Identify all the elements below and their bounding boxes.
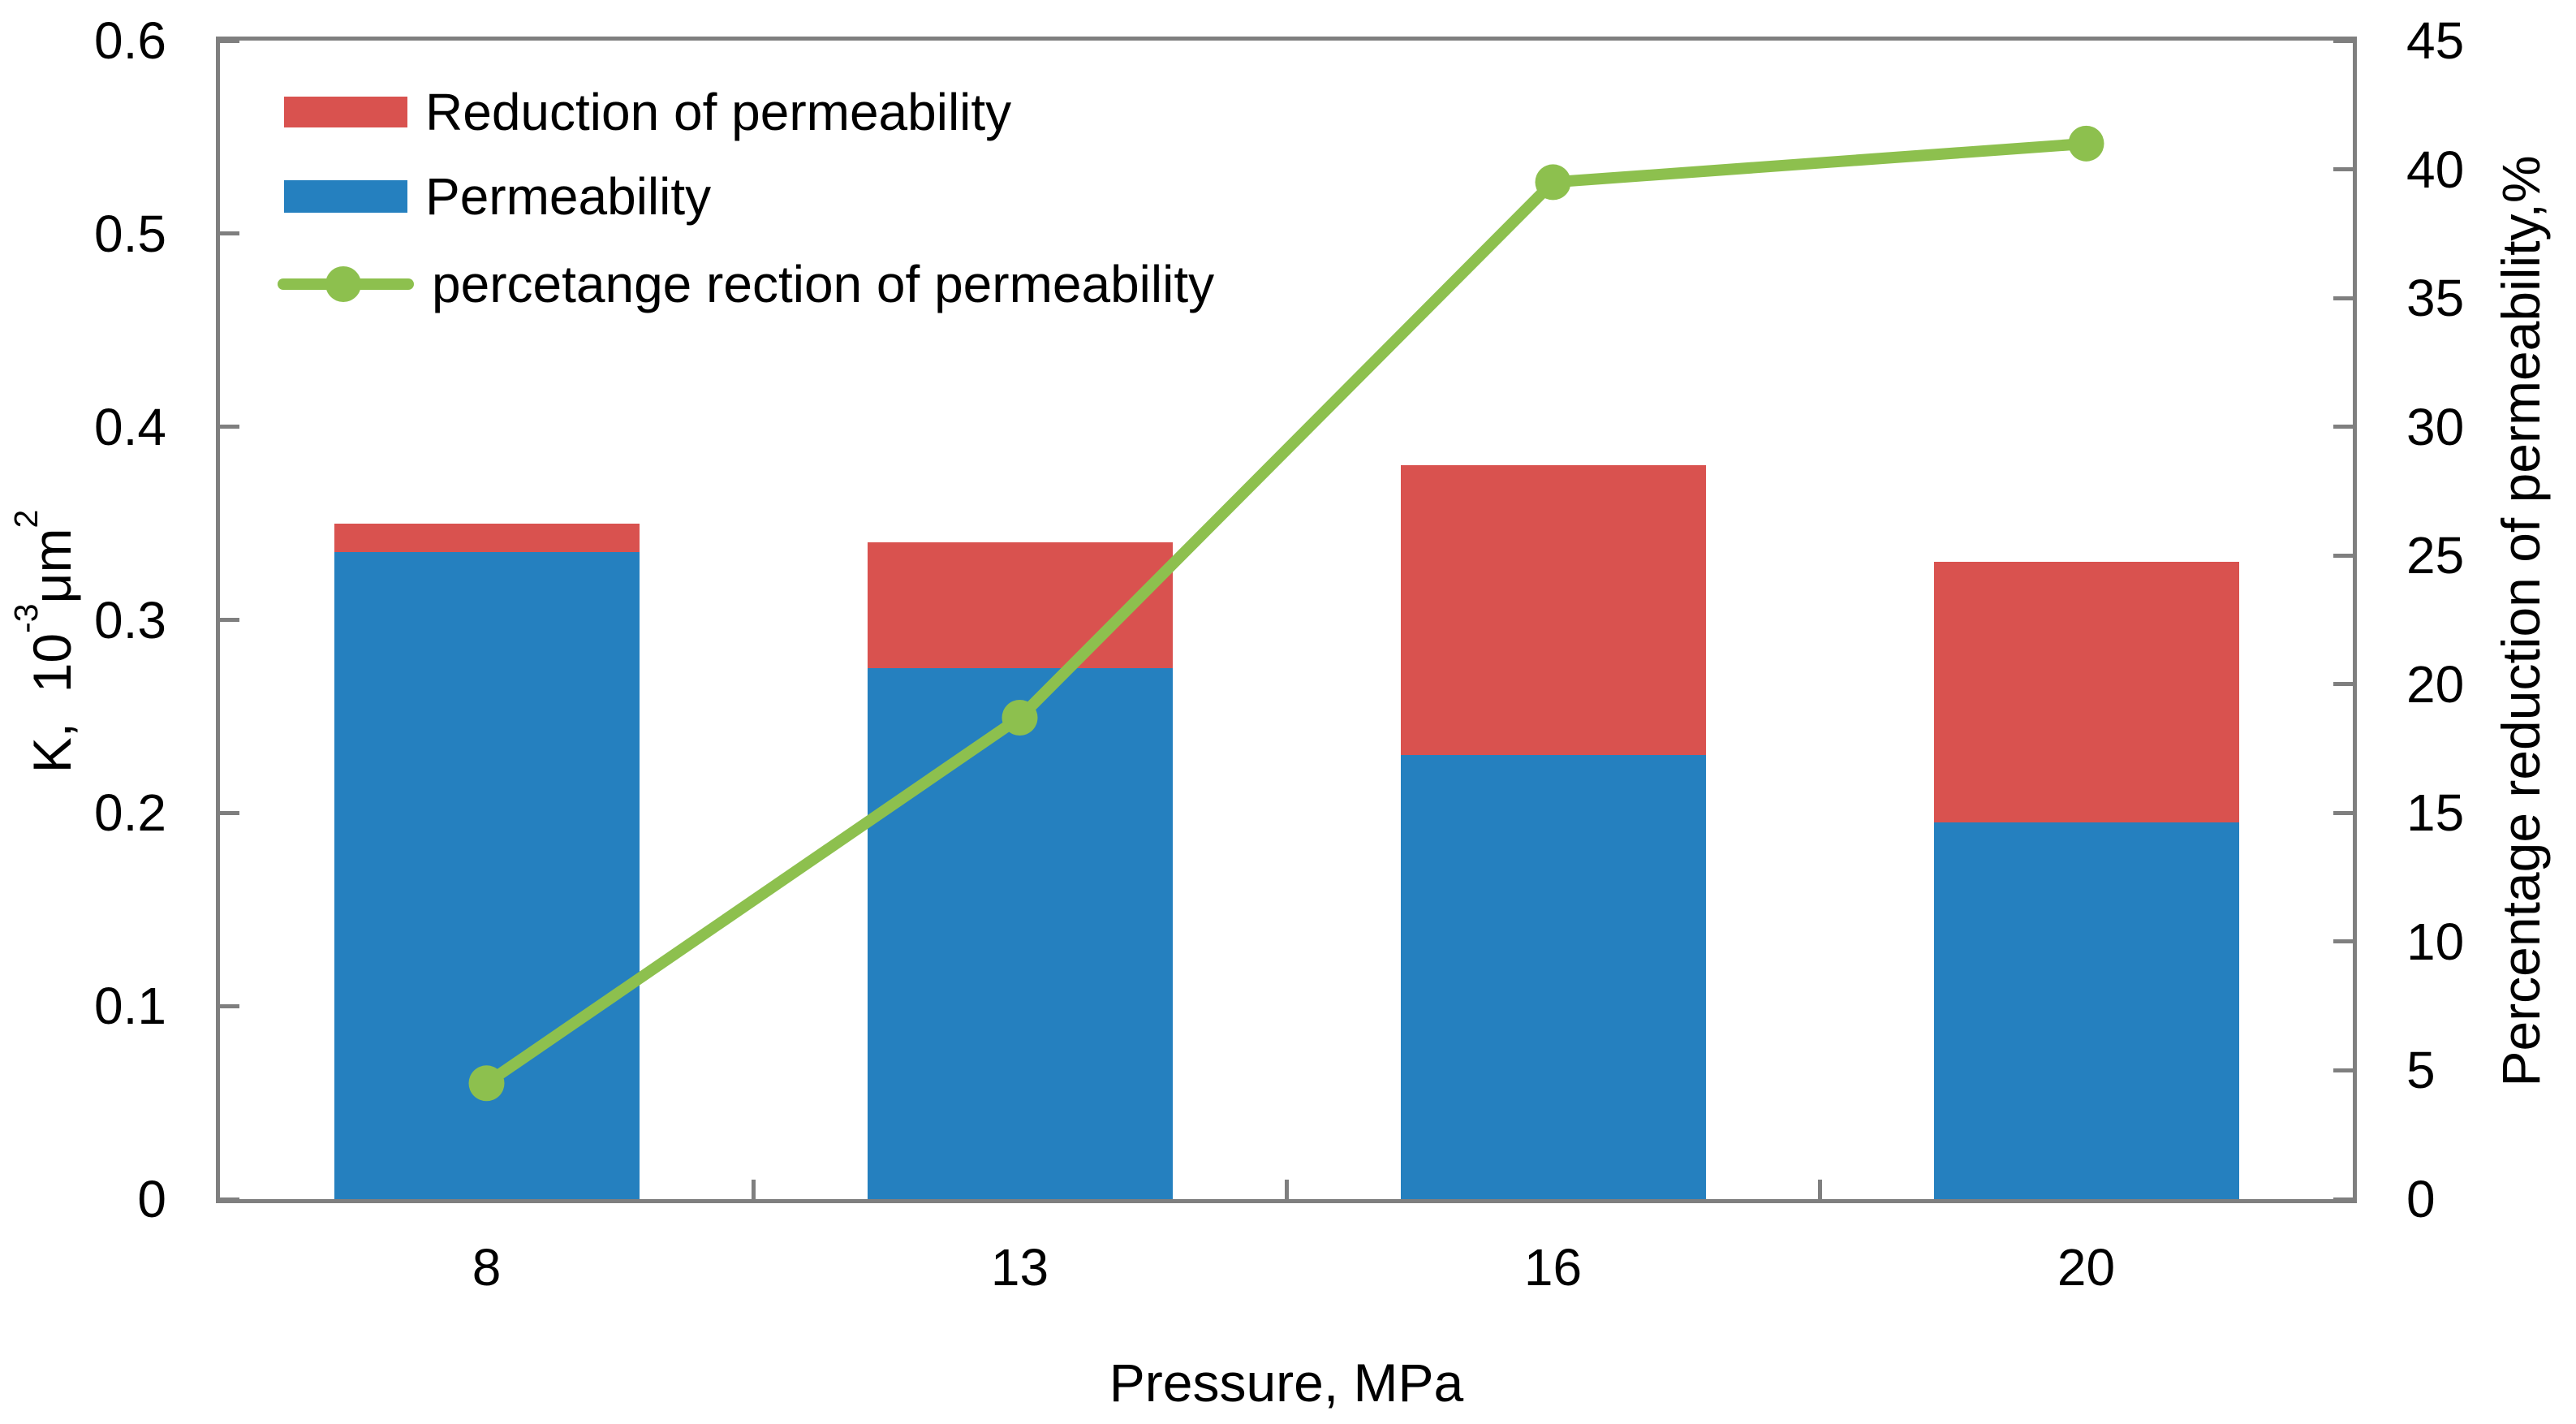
y-left-tick-0 <box>220 1197 239 1202</box>
legend-swatch-reduction <box>284 97 407 127</box>
y-right-tick-label-0: 0 <box>2406 1170 2436 1228</box>
y-left-tick-label-0.6: 0.6 <box>94 11 166 70</box>
y-left-tick-0.4 <box>220 425 239 429</box>
y-right-tick-25 <box>2333 553 2353 558</box>
legend-item-permeability: Permeability <box>284 168 711 225</box>
legend-label-reduction: Reduction of permeability <box>425 83 1012 141</box>
y-left-tick-label-0.5: 0.5 <box>94 204 166 263</box>
legend-line-marker-icon <box>278 266 414 302</box>
y-right-tick-label-35: 35 <box>2406 269 2465 328</box>
y-right-tick-20 <box>2333 682 2353 687</box>
percentage-reduction-line <box>468 125 2104 1102</box>
y-right-tick-45 <box>2333 38 2353 43</box>
y-right-tick-15 <box>2333 810 2353 815</box>
x-axis-tick-1 <box>751 1180 756 1199</box>
y-left-tick-0.6 <box>220 38 239 43</box>
y-left-tick-0.5 <box>220 231 239 236</box>
y-right-tick-label-45: 45 <box>2406 11 2465 70</box>
line-path <box>480 137 2092 1090</box>
y-left-tick-label-0.2: 0.2 <box>94 783 166 843</box>
y-right-tick-35 <box>2333 296 2353 300</box>
y-right-tick-label-30: 30 <box>2406 397 2465 456</box>
legend-label-percentage-line: percetange rection of permeability <box>432 255 1215 313</box>
x-category-label-20: 20 <box>2057 1238 2116 1297</box>
x-category-label-13: 13 <box>990 1238 1049 1297</box>
y-right-tick-label-40: 40 <box>2406 140 2465 199</box>
y-left-tick-label-0: 0 <box>137 1170 166 1228</box>
line-marker-8 <box>468 1065 505 1102</box>
bar-reduction-13 <box>867 542 1173 668</box>
legend-item-percentage-line: percetange rection of permeability <box>278 256 1214 313</box>
y-right-tick-label-10: 10 <box>2406 912 2465 971</box>
y-left-tick-0.2 <box>220 810 239 815</box>
x-axis-tick-2 <box>1284 1180 1289 1199</box>
bar-reduction-20 <box>1933 562 2239 823</box>
y-right-tick-30 <box>2333 425 2353 429</box>
y-right-tick-0 <box>2333 1197 2353 1202</box>
y-left-tick-0.1 <box>220 1003 239 1008</box>
y-left-tick-0.3 <box>220 618 239 622</box>
y-right-tick-40 <box>2333 167 2353 172</box>
line-marker-13 <box>1002 700 1038 736</box>
bar-permeability-16 <box>1400 754 1706 1199</box>
bar-reduction-8 <box>334 523 640 553</box>
y-right-tick-label-25: 25 <box>2406 526 2465 585</box>
x-category-label-16: 16 <box>1523 1238 1583 1297</box>
legend-swatch-permeability <box>284 180 407 213</box>
x-axis-tick-3 <box>1817 1180 1822 1199</box>
bar-permeability-13 <box>867 667 1173 1199</box>
line-marker-16 <box>1535 164 1571 201</box>
y-left-tick-label-0.1: 0.1 <box>94 977 166 1036</box>
legend-label-permeability: Permeability <box>425 167 712 226</box>
y-right-tick-label-15: 15 <box>2406 783 2465 843</box>
bar-permeability-20 <box>1933 822 2239 1199</box>
y-right-tick-10 <box>2333 939 2353 944</box>
y-left-tick-label-0.3: 0.3 <box>94 590 166 649</box>
line-marker-20 <box>2068 125 2104 162</box>
y-right-tick-label-5: 5 <box>2406 1041 2436 1100</box>
y-right-tick-5 <box>2333 1068 2353 1072</box>
y-left-tick-label-0.4: 0.4 <box>94 397 166 456</box>
legend-item-reduction: Reduction of permeability <box>284 84 1011 140</box>
x-axis-title: Pressure, MPa <box>1109 1353 1464 1413</box>
bar-reduction-16 <box>1400 465 1706 755</box>
x-category-label-8: 8 <box>472 1238 502 1297</box>
y-right-tick-label-20: 20 <box>2406 654 2465 714</box>
